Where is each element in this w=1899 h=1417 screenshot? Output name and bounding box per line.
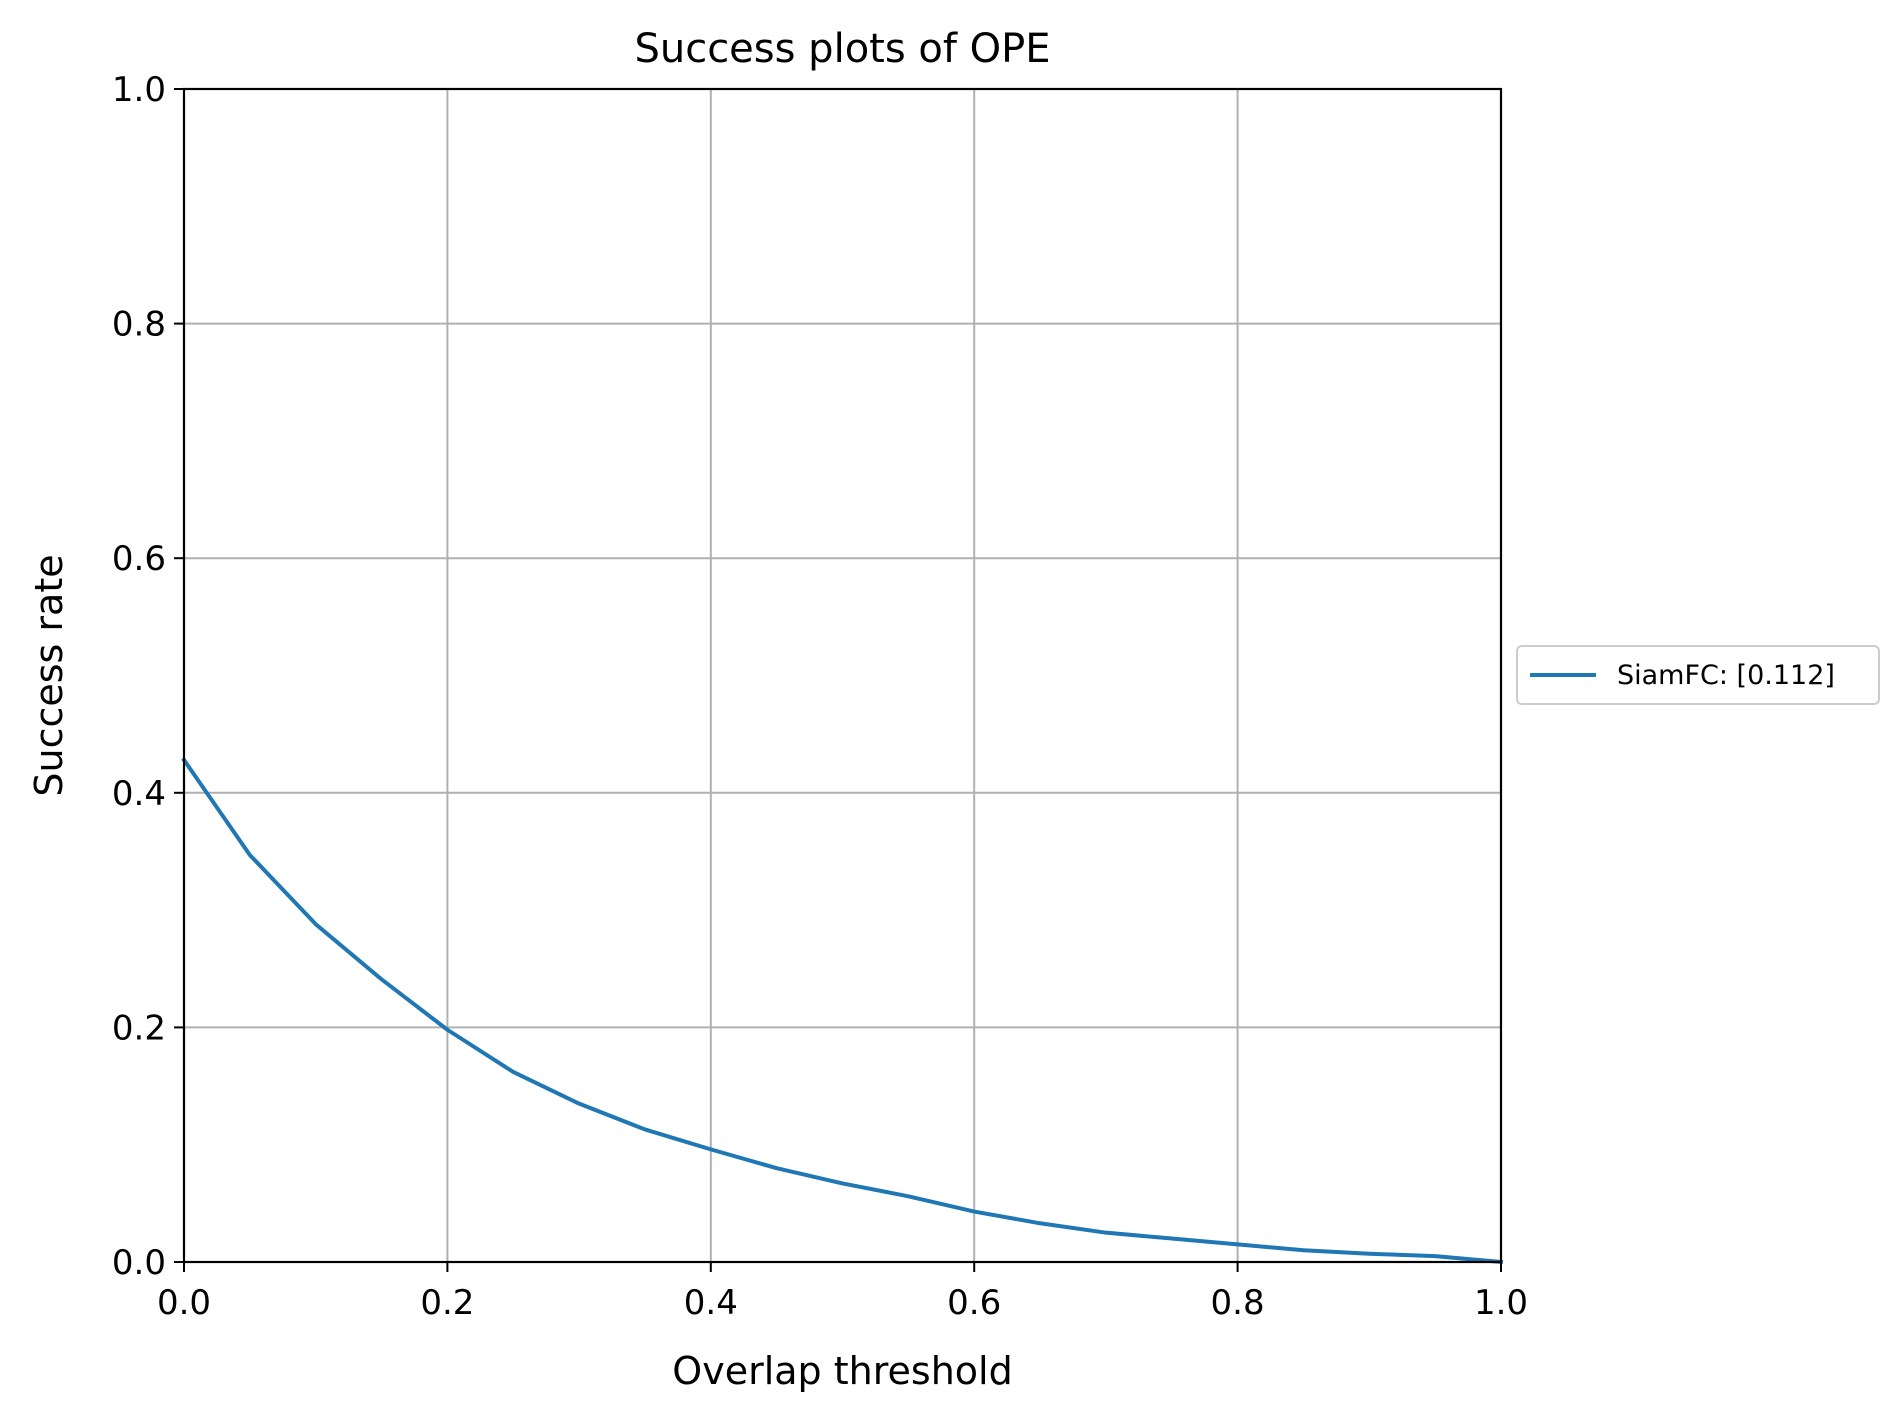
y-tick-label: 0.4: [112, 774, 166, 814]
legend: SiamFC: [0.112]: [1516, 645, 1880, 705]
y-tick-label: 0.8: [112, 305, 166, 345]
legend-label-siamfc: SiamFC: [0.112]: [1617, 660, 1835, 691]
legend-box: [1516, 645, 1880, 705]
plot-frame: [182, 87, 1503, 1264]
series-line-0: [181, 757, 1504, 1265]
y-tick-label: 0.0: [112, 1243, 166, 1283]
x-tick-label: 0.2: [420, 1283, 474, 1323]
y-tick-label: 0.2: [112, 1008, 166, 1048]
tick-layer: 0.0 0.2 0.4 0.6 0.8 1.0 0.0 0.2 0.4 0.6 0.8 1.0: [112, 70, 1528, 1323]
plot-area: [184, 89, 1501, 1262]
x-tick-label: 0.6: [947, 1283, 1001, 1323]
grid-lines: [183, 88, 1502, 1263]
chart-title: Success plots of OPE: [634, 26, 1050, 72]
y-tick-label: 0.6: [112, 539, 166, 579]
x-tick-label: 0.4: [684, 1283, 738, 1323]
y-axis-label: Success rate: [27, 554, 71, 796]
x-tick-label: 0.8: [1211, 1283, 1265, 1323]
x-tick-label: 0.0: [157, 1283, 211, 1323]
x-axis-label: Overlap threshold: [672, 1349, 1012, 1393]
y-tick-label: 1.0: [112, 70, 166, 110]
x-tick-label: 1.0: [1474, 1283, 1528, 1323]
series-layer: [181, 757, 1504, 1265]
